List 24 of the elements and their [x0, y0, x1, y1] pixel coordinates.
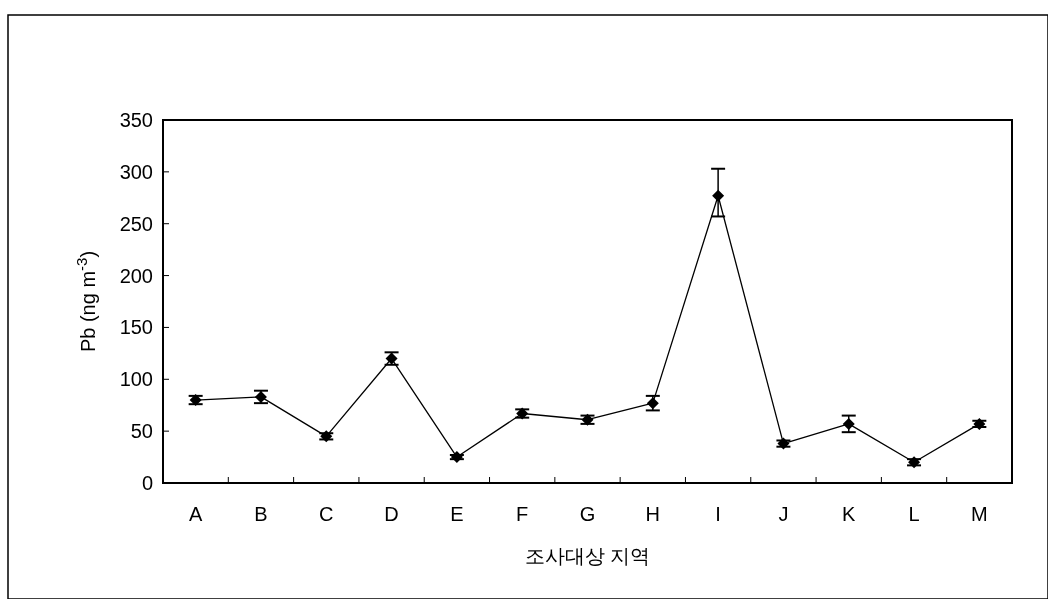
x-axis-title: 조사대상 지역: [524, 545, 651, 567]
x-tick-label: C: [319, 503, 334, 525]
x-tick-label: A: [188, 503, 203, 525]
x-tick-label: E: [450, 503, 464, 525]
x-tick-label: B: [254, 503, 268, 525]
x-tick-label: H: [645, 503, 661, 525]
x-tick-label: K: [842, 503, 857, 525]
y-tick-label: 200: [119, 264, 153, 287]
x-tick-label: I: [715, 503, 721, 525]
point: [842, 417, 855, 430]
x-tick-label: G: [579, 503, 596, 525]
x-tick-label: L: [908, 503, 920, 525]
x-tick-label: M: [971, 503, 988, 525]
y-tick-label: 0: [141, 472, 153, 494]
x-tick-label: F: [516, 503, 529, 525]
y-tick-label: 300: [119, 160, 153, 183]
y-tick-label: 350: [119, 109, 153, 131]
x-tick-label: J: [778, 503, 789, 525]
y-tick-label: 150: [119, 316, 153, 339]
point: [712, 189, 725, 202]
x-tick-label: D: [384, 503, 399, 525]
y-tick-label: 50: [130, 420, 153, 443]
y-tick-label: 250: [119, 212, 153, 235]
y-tick-label: 100: [119, 368, 153, 391]
